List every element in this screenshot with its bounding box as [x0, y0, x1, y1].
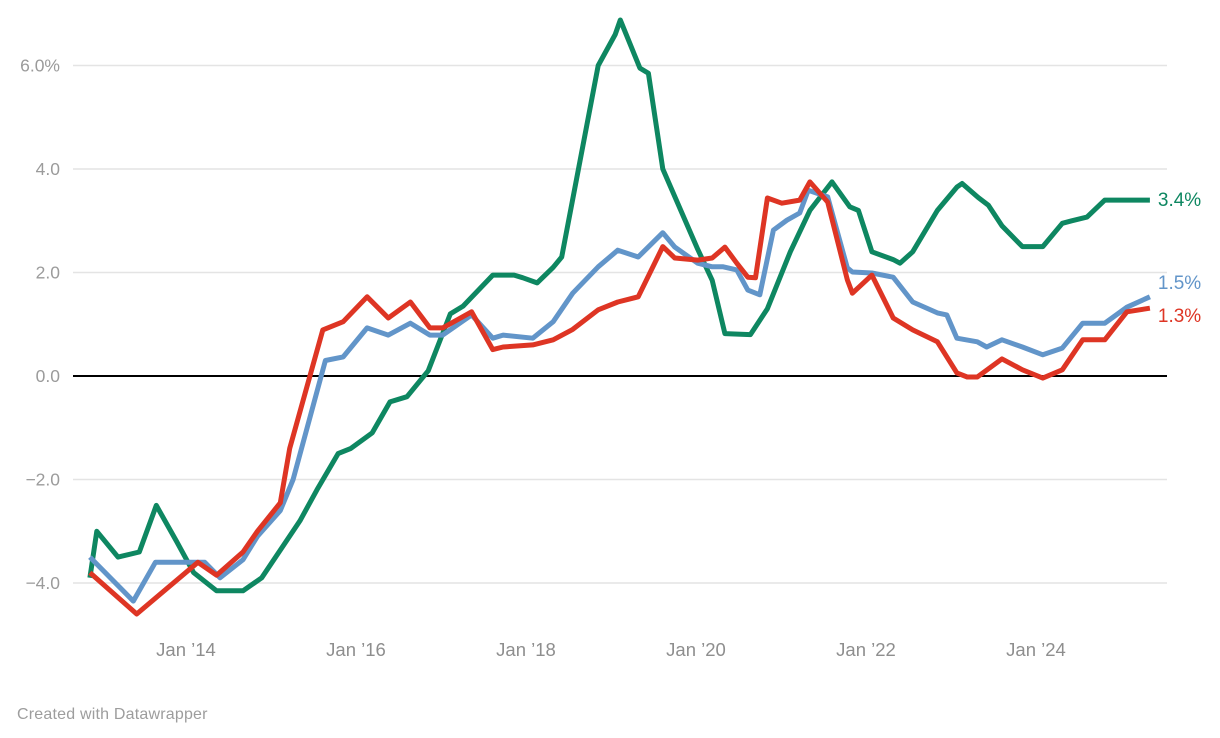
y-tick-label: 2.0	[36, 263, 61, 283]
green-series-end-label: 3.4%	[1158, 190, 1201, 211]
y-tick-label: 0.0	[36, 366, 61, 386]
x-tick-label: Jan ’14	[156, 639, 216, 660]
red-series-end-label: 1.3%	[1158, 306, 1201, 327]
x-tick-label: Jan ’18	[496, 639, 556, 660]
y-tick-label: 4.0	[36, 159, 61, 179]
x-tick-label: Jan ’16	[326, 639, 386, 660]
red-series-line	[88, 179, 1151, 617]
x-tick-label: Jan ’20	[666, 639, 726, 660]
blue-series-line	[88, 187, 1151, 604]
y-tick-label: −4.0	[25, 573, 60, 593]
datawrapper-attribution: Created with Datawrapper	[17, 706, 208, 723]
y-tick-label: −2.0	[25, 470, 60, 490]
blue-series-end-label: 1.5%	[1158, 273, 1201, 294]
x-tick-label: Jan ’24	[1006, 639, 1066, 660]
green-series-line	[87, 17, 1150, 594]
y-tick-label: 6.0%	[20, 56, 60, 76]
x-tick-label: Jan ’22	[836, 639, 896, 660]
